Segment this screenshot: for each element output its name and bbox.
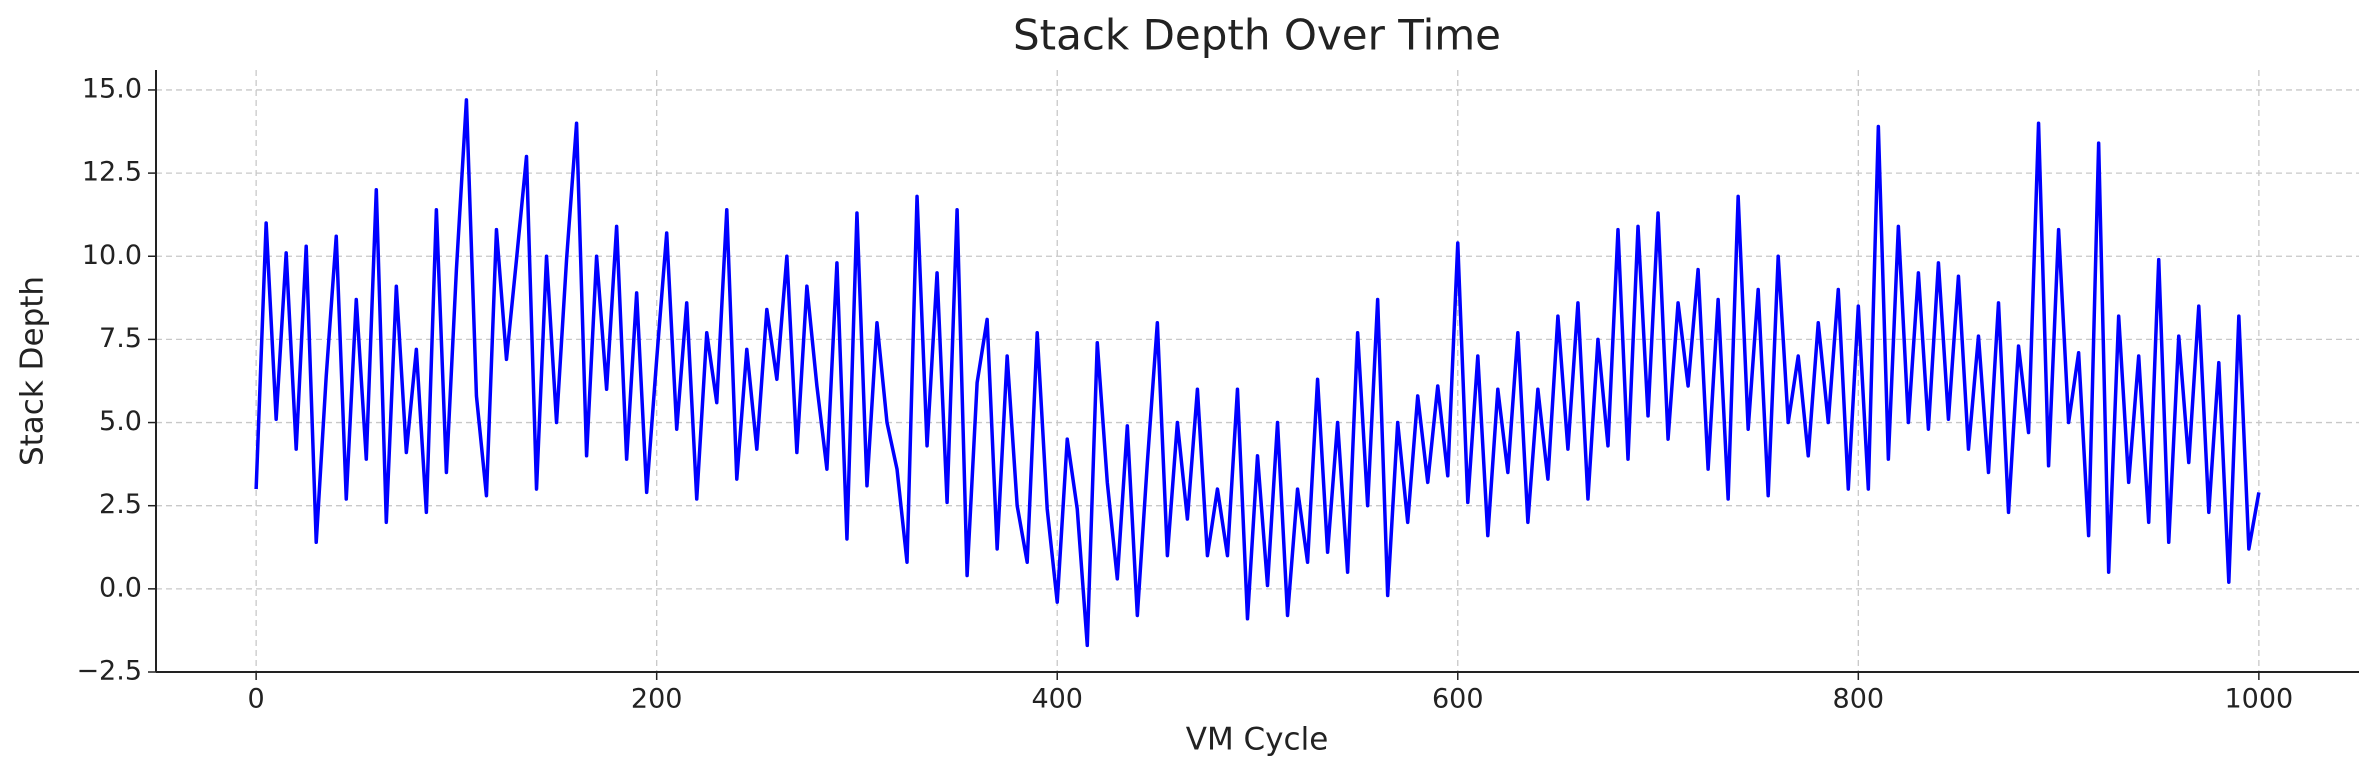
y-tick-label: 15.0 <box>82 73 142 104</box>
x-axis-label: VM Cycle <box>1186 722 1329 758</box>
x-tick-label: 1000 <box>2225 684 2294 715</box>
x-tick-label: 400 <box>1031 684 1083 715</box>
data-line <box>254 98 2261 648</box>
y-tick-label: 12.5 <box>82 157 142 188</box>
x-tick-label: 600 <box>1432 684 1484 715</box>
y-tick-label: 10.0 <box>82 240 142 271</box>
chart-title: Stack Depth Over Time <box>1013 11 1501 60</box>
y-axis-label: Stack Depth <box>15 276 51 466</box>
y-tick-label: −2.5 <box>76 656 142 687</box>
x-tick-label: 0 <box>248 684 265 715</box>
y-tick-label: 7.5 <box>99 323 142 354</box>
x-tick-label: 200 <box>631 684 683 715</box>
y-tick-label: 2.5 <box>99 489 142 520</box>
y-tick-label: 5.0 <box>99 406 142 437</box>
x-tick-label: 800 <box>1833 684 1885 715</box>
y-tick-label: 0.0 <box>99 572 142 603</box>
